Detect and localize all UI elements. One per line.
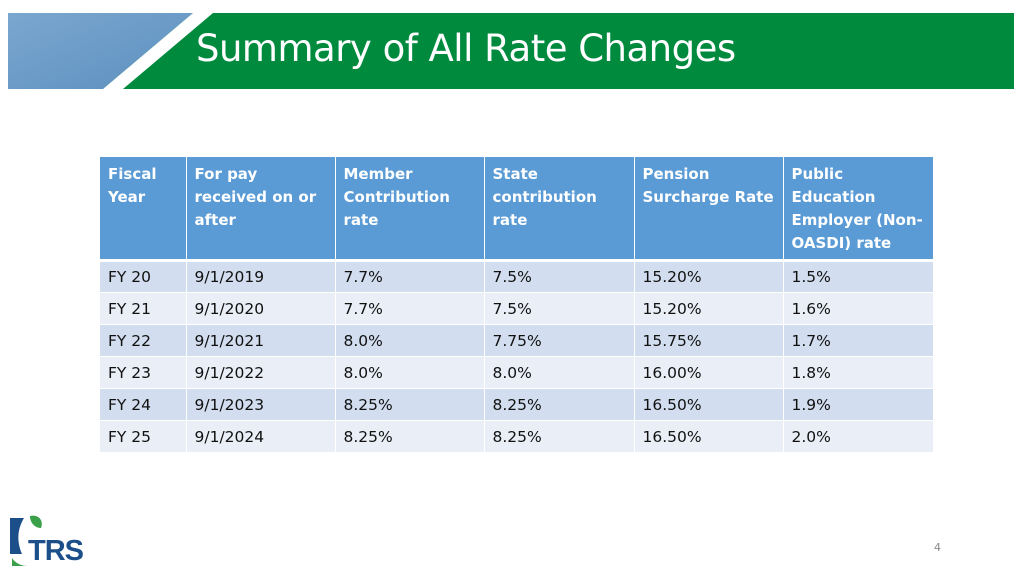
slide-title: Summary of All Rate Changes [196,27,736,70]
cell-pension-surcharge: 15.20% [634,260,784,293]
table-row: FY 24 9/1/2023 8.25% 8.25% 16.50% 1.9% [100,388,933,421]
cell-fiscal-year: FY 21 [100,292,187,325]
cell-state-rate: 7.5% [484,260,635,293]
cell-fiscal-year: FY 20 [100,260,187,293]
banner-blue-stripe [8,13,213,89]
rate-changes-table: Fiscal Year For pay received on or after… [100,157,933,453]
cell-fiscal-year: FY 24 [100,388,187,421]
table-row: FY 22 9/1/2021 8.0% 7.75% 15.75% 1.7% [100,324,933,357]
cell-pay-date: 9/1/2020 [186,292,336,325]
cell-state-rate: 7.75% [484,324,635,357]
cell-employer-rate: 1.8% [783,356,933,389]
cell-pay-date: 9/1/2021 [186,324,336,357]
cell-fiscal-year: FY 25 [100,420,187,453]
cell-pay-date: 9/1/2024 [186,420,336,453]
title-banner [8,13,1014,89]
cell-pension-surcharge: 15.75% [634,324,784,357]
header-public-education-employer: Public Education Employer (Non-OASDI) ra… [783,157,933,262]
cell-fiscal-year: FY 22 [100,324,187,357]
cell-pension-surcharge: 16.50% [634,388,784,421]
page-number: 4 [934,541,941,554]
table-row: FY 25 9/1/2024 8.25% 8.25% 16.50% 2.0% [100,420,933,453]
header-member-rate: Member Contribution rate [335,157,485,262]
cell-member-rate: 8.0% [335,356,485,389]
header-pay-received: For pay received on or after [186,157,336,262]
header-state-rate: State contribution rate [484,157,635,262]
table-row: FY 21 9/1/2020 7.7% 7.5% 15.20% 1.6% [100,292,933,325]
cell-state-rate: 8.25% [484,420,635,453]
trs-logo-icon [10,515,42,566]
cell-employer-rate: 1.7% [783,324,933,357]
cell-pension-surcharge: 15.20% [634,292,784,325]
cell-member-rate: 8.25% [335,420,485,453]
cell-employer-rate: 1.6% [783,292,933,325]
cell-employer-rate: 1.5% [783,260,933,293]
cell-pension-surcharge: 16.00% [634,356,784,389]
header-pension-surcharge: Pension Surcharge Rate [634,157,784,262]
cell-state-rate: 8.25% [484,388,635,421]
cell-pay-date: 9/1/2022 [186,356,336,389]
table-header-row: Fiscal Year For pay received on or after… [100,157,933,262]
logo-text: TRS [28,535,84,567]
cell-pay-date: 9/1/2019 [186,260,336,293]
cell-state-rate: 8.0% [484,356,635,389]
cell-member-rate: 8.0% [335,324,485,357]
cell-pay-date: 9/1/2023 [186,388,336,421]
cell-state-rate: 7.5% [484,292,635,325]
cell-employer-rate: 1.9% [783,388,933,421]
cell-employer-rate: 2.0% [783,420,933,453]
cell-pension-surcharge: 16.50% [634,420,784,453]
table-row: FY 20 9/1/2019 7.7% 7.5% 15.20% 1.5% [100,260,933,293]
cell-member-rate: 8.25% [335,388,485,421]
cell-member-rate: 7.7% [335,292,485,325]
cell-member-rate: 7.7% [335,260,485,293]
header-fiscal-year: Fiscal Year [100,157,187,262]
table-row: FY 23 9/1/2022 8.0% 8.0% 16.00% 1.8% [100,356,933,389]
cell-fiscal-year: FY 23 [100,356,187,389]
